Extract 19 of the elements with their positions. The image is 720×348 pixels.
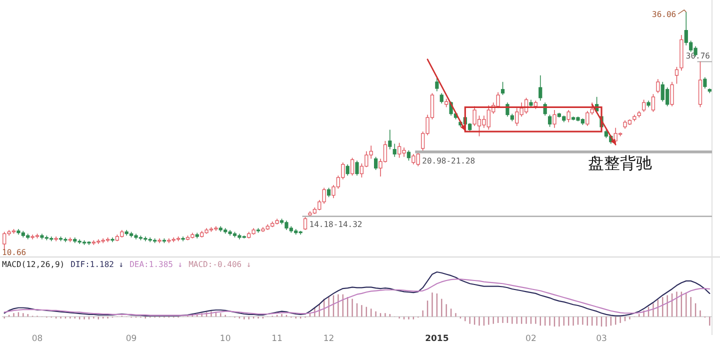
x-tick-label: 10 [220, 334, 231, 344]
text: DEA:1.385 ↓ [130, 260, 183, 269]
band-label: 14.18-14.32 [309, 220, 362, 230]
x-tick-label: 08 [32, 334, 43, 344]
band: 14.18-14.32 [302, 216, 712, 230]
x-tick-label: 09 [126, 334, 137, 344]
x-tick-label: 11 [272, 334, 282, 344]
text: MACD:-0.406 ↓ [188, 260, 252, 269]
annotation: 10.66 [2, 248, 26, 257]
annotation: 36.06 [652, 10, 676, 19]
x-tick-label: 02 [526, 334, 536, 344]
x-tick-label: 12 [323, 334, 334, 344]
band-label: 20.98-21.28 [422, 156, 476, 166]
chart-title: MACD(12,26,9) [2, 260, 65, 269]
annotation: 盘整背驰 [588, 154, 652, 173]
text: DIF:1.182 ↓ [70, 260, 124, 269]
x-tick-label: 03 [596, 334, 607, 344]
x-tick-label: 2015 [425, 334, 449, 344]
ref-line-label: 30.76 [686, 52, 710, 61]
